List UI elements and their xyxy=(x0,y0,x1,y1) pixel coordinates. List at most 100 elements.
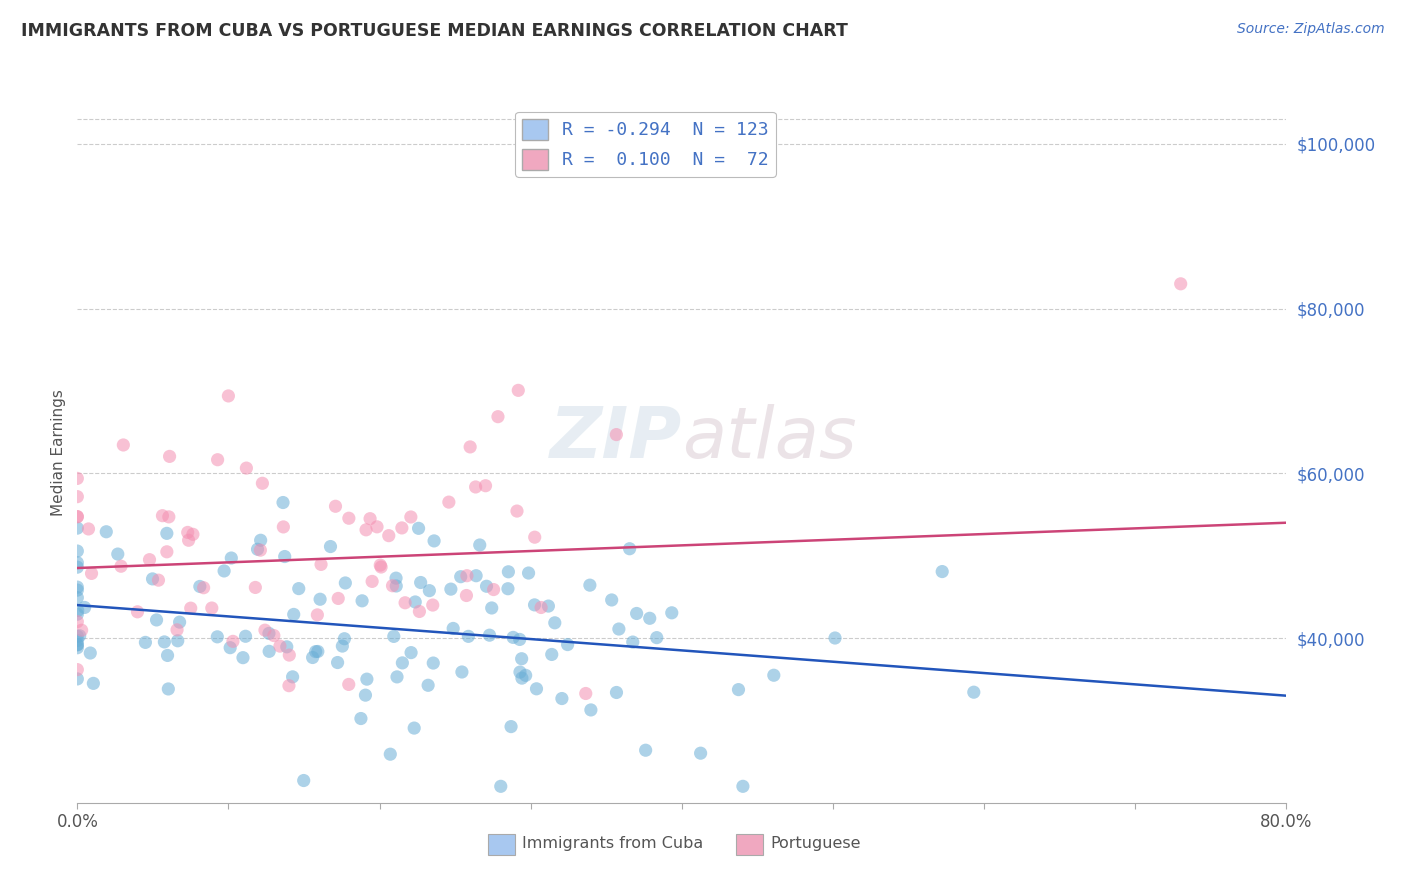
Point xyxy=(440,582,463,596)
Point xyxy=(328,591,350,606)
Point xyxy=(278,648,301,662)
Point xyxy=(441,622,464,636)
Point xyxy=(77,522,100,536)
Point xyxy=(482,582,505,597)
Point xyxy=(309,558,332,572)
Point xyxy=(66,615,89,629)
Point xyxy=(450,570,472,584)
Point xyxy=(326,656,349,670)
Point xyxy=(66,640,89,655)
Point xyxy=(731,780,754,794)
Point xyxy=(509,632,531,647)
Point xyxy=(134,635,156,649)
Point xyxy=(481,601,503,615)
Point xyxy=(166,633,188,648)
Point xyxy=(287,582,309,596)
Point xyxy=(523,530,546,544)
Point xyxy=(457,629,479,643)
Point xyxy=(169,615,191,629)
Legend: R = -0.294  N = 123, R =  0.100  N =  72: R = -0.294 N = 123, R = 0.100 N = 72 xyxy=(515,112,776,177)
Point xyxy=(221,551,243,566)
Point xyxy=(305,645,328,659)
Point xyxy=(66,638,89,652)
Point xyxy=(474,479,496,493)
Point xyxy=(464,480,486,494)
Point xyxy=(399,646,422,660)
Point xyxy=(301,650,323,665)
Point xyxy=(148,573,170,587)
FancyBboxPatch shape xyxy=(488,834,515,855)
Point xyxy=(408,605,430,619)
Point xyxy=(510,671,533,685)
Point xyxy=(422,598,444,612)
Point xyxy=(537,599,560,613)
Point xyxy=(222,634,245,648)
Point xyxy=(475,579,498,593)
Point xyxy=(66,633,89,648)
Point xyxy=(66,591,89,605)
Point xyxy=(478,628,501,642)
Point xyxy=(416,678,439,692)
Point xyxy=(544,615,567,630)
Point xyxy=(824,631,846,645)
Text: Immigrants from Cuba: Immigrants from Cuba xyxy=(522,836,703,851)
Point xyxy=(80,566,103,581)
Point xyxy=(263,629,285,643)
Point xyxy=(607,622,630,636)
Point xyxy=(575,686,598,700)
Point xyxy=(283,607,305,622)
Text: atlas: atlas xyxy=(682,404,856,473)
Point xyxy=(66,583,89,598)
Point xyxy=(399,510,422,524)
Point xyxy=(963,685,986,699)
Point xyxy=(325,500,347,514)
Point xyxy=(276,640,298,654)
Point xyxy=(335,576,357,591)
Point xyxy=(159,450,181,464)
Point xyxy=(621,635,644,649)
Point xyxy=(579,578,602,592)
Point xyxy=(437,495,460,509)
Point xyxy=(408,521,430,535)
Point xyxy=(509,665,531,679)
Point xyxy=(156,648,179,663)
Point xyxy=(235,629,257,643)
Point xyxy=(252,476,274,491)
Point xyxy=(409,575,432,590)
Point xyxy=(249,533,271,548)
Point xyxy=(180,601,202,615)
Point xyxy=(337,511,360,525)
Point xyxy=(385,670,408,684)
Point xyxy=(292,773,315,788)
Point xyxy=(515,668,537,682)
Point xyxy=(579,703,602,717)
Point xyxy=(66,521,89,535)
Point xyxy=(269,639,291,653)
Point xyxy=(404,721,426,735)
Point xyxy=(66,663,89,677)
Point xyxy=(212,564,235,578)
Point xyxy=(517,566,540,580)
Point xyxy=(207,630,229,644)
Point xyxy=(273,549,295,564)
Point xyxy=(638,611,661,625)
Point xyxy=(257,626,280,640)
Point xyxy=(66,580,89,594)
Point xyxy=(382,629,405,643)
Point xyxy=(333,632,356,646)
Point xyxy=(193,581,215,595)
Point xyxy=(66,490,89,504)
Point xyxy=(727,682,749,697)
Point xyxy=(66,603,89,617)
Point xyxy=(141,572,163,586)
Point xyxy=(380,747,402,762)
Point xyxy=(177,533,200,548)
Point xyxy=(456,568,478,582)
Point xyxy=(370,560,392,574)
Point xyxy=(66,471,89,485)
Point xyxy=(489,780,512,794)
Point xyxy=(418,583,440,598)
Point xyxy=(207,452,229,467)
Point xyxy=(69,629,91,643)
Point xyxy=(249,543,271,558)
